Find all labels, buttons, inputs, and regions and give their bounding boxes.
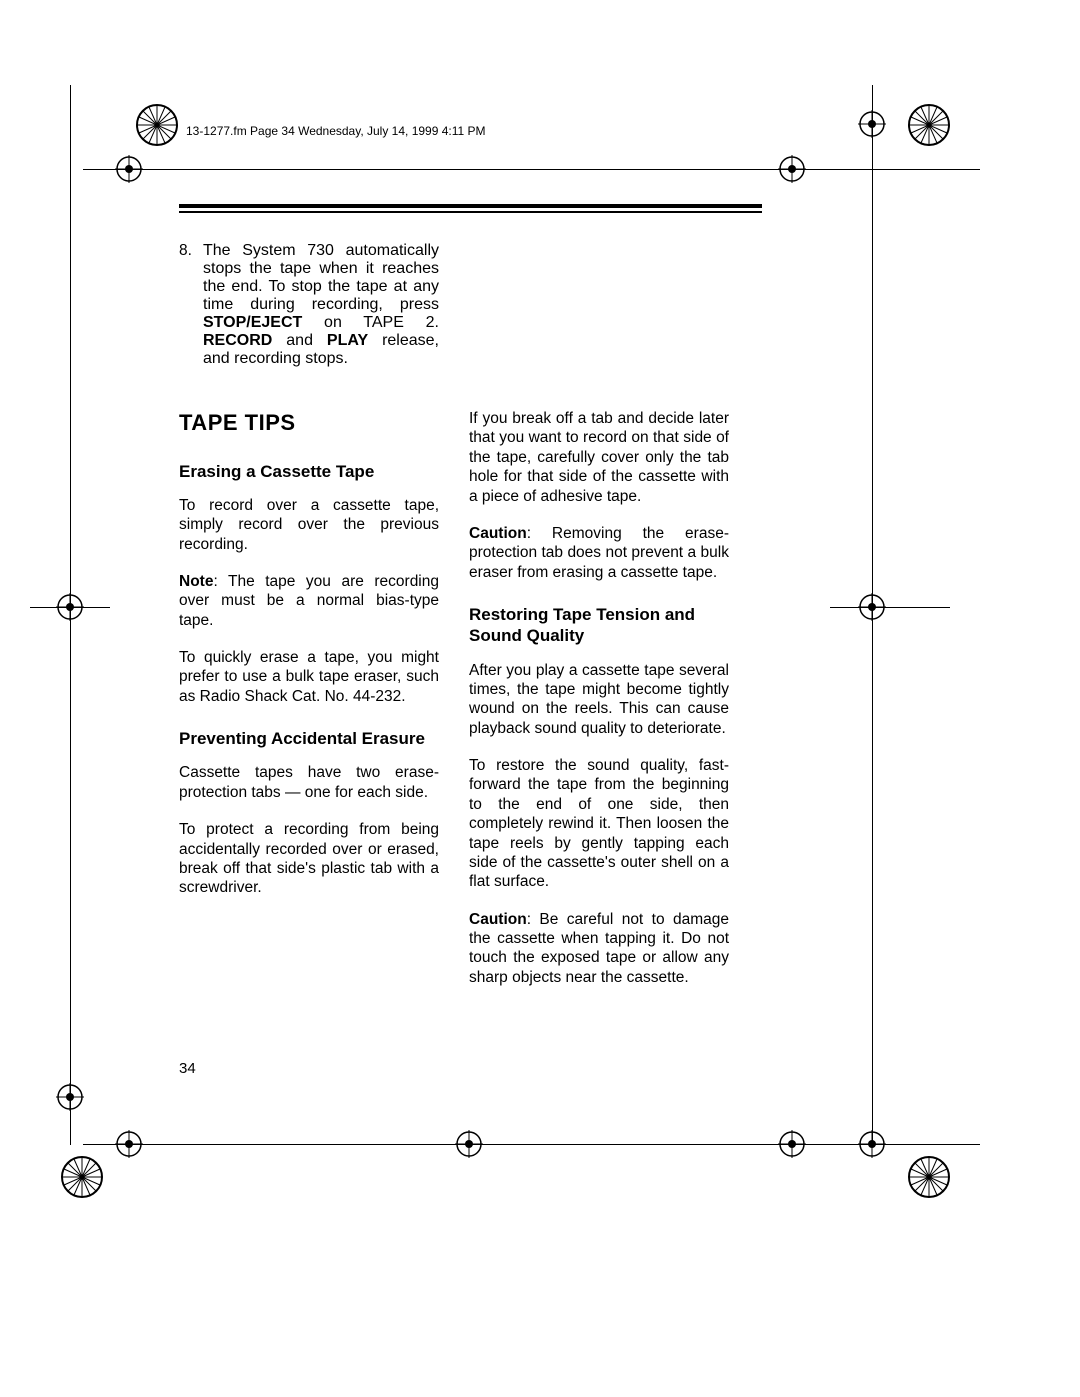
- reg-target-icon: [56, 593, 84, 621]
- divider: [179, 211, 762, 213]
- list-number: 8.: [179, 242, 192, 260]
- reg-target-icon: [455, 1130, 483, 1158]
- subheading-preventing: Preventing Accidental Erasure: [179, 728, 439, 749]
- reg-target-icon: [778, 1130, 806, 1158]
- paragraph: To restore the sound quality, fast-forwa…: [469, 756, 729, 892]
- bold: RECORD: [203, 332, 272, 349]
- bold: Note: [179, 573, 213, 590]
- section-title: TAPE TIPS: [179, 409, 439, 437]
- paragraph: To quickly erase a tape, you might prefe…: [179, 648, 439, 706]
- text: and: [272, 332, 327, 349]
- reg-target-icon: [858, 593, 886, 621]
- crop-line: [872, 185, 873, 1145]
- header-filename: 13-1277.fm Page 34 Wednesday, July 14, 1…: [186, 124, 486, 138]
- crop-line: [83, 1144, 980, 1145]
- paragraph: Note: The tape you are recording over mu…: [179, 572, 439, 630]
- text: : The tape you are recording over must b…: [179, 573, 439, 629]
- reg-target-icon: [115, 155, 143, 183]
- left-column: TAPE TIPS Erasing a Cassette Tape To rec…: [179, 409, 439, 916]
- page: 13-1277.fm Page 34 Wednesday, July 14, 1…: [0, 0, 1080, 1397]
- paragraph: Caution: Be careful not to damage the ca…: [469, 910, 729, 988]
- reg-wheel-icon: [135, 103, 179, 147]
- subheading-erasing: Erasing a Cassette Tape: [179, 461, 439, 482]
- paragraph: After you play a cassette tape several t…: [469, 661, 729, 739]
- text: The System 730 automatically stops the t…: [203, 242, 439, 313]
- paragraph: To protect a recording from being accide…: [179, 820, 439, 898]
- reg-target-icon: [858, 1130, 886, 1158]
- crop-line: [83, 169, 980, 170]
- paragraph: Cassette tapes have two erase-protection…: [179, 763, 439, 802]
- reg-target-icon: [858, 110, 886, 138]
- bold: Caution: [469, 525, 527, 542]
- reg-wheel-icon: [907, 103, 951, 147]
- paragraph: To record over a cassette tape, simply r…: [179, 496, 439, 554]
- subheading-restoring: Restoring Tape Tension and Sound Quality: [469, 604, 729, 647]
- list-text: The System 730 automatically stops the t…: [203, 242, 439, 368]
- right-column: If you break off a tab and decide later …: [469, 409, 729, 1005]
- list-item: 8. The System 730 automatically stops th…: [179, 242, 439, 386]
- reg-wheel-icon: [907, 1155, 951, 1199]
- bold: PLAY: [327, 332, 368, 349]
- paragraph: Caution: Removing the erase-protection t…: [469, 524, 729, 582]
- reg-wheel-icon: [60, 1155, 104, 1199]
- reg-target-icon: [778, 155, 806, 183]
- page-number: 34: [179, 1060, 196, 1077]
- bold: Caution: [469, 911, 527, 928]
- bold: STOP/EJECT: [203, 314, 302, 331]
- crop-line: [830, 607, 950, 608]
- divider: [179, 204, 762, 208]
- reg-target-icon: [56, 1083, 84, 1111]
- paragraph: If you break off a tab and decide later …: [469, 409, 729, 506]
- text: on TAPE 2.: [302, 314, 439, 331]
